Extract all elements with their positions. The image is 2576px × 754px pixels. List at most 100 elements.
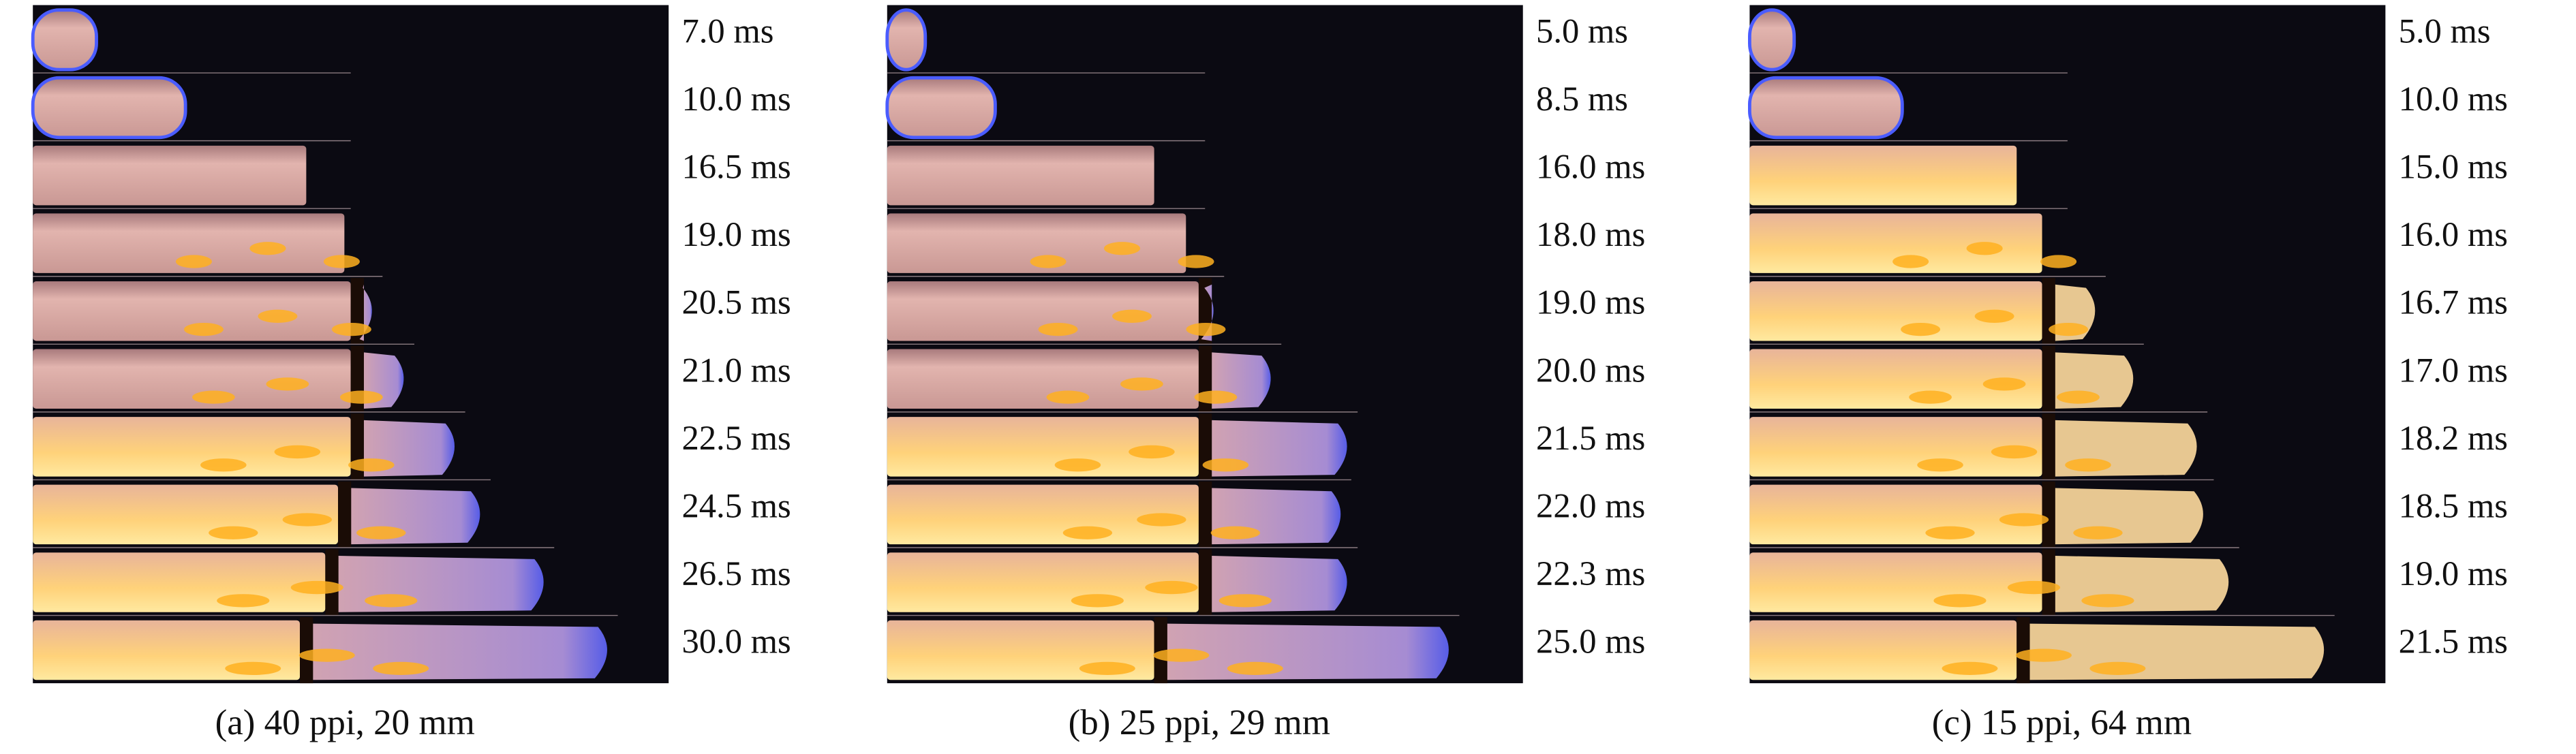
time-label: 5.0 ms <box>1536 12 1628 50</box>
hot-spot <box>373 661 429 676</box>
hot-spot <box>175 255 212 268</box>
tube-flame <box>1749 484 2042 545</box>
tube-flame <box>1749 213 2042 273</box>
hot-spot <box>331 322 371 336</box>
time-label: 16.7 ms <box>2399 283 2508 321</box>
hot-spot <box>1112 309 1152 323</box>
tube-flame <box>1749 552 2042 612</box>
tube-flame <box>31 76 187 140</box>
time-label: 18.2 ms <box>2399 419 2508 457</box>
tube-flame <box>33 552 326 612</box>
gap <box>2042 345 2055 412</box>
outer-flame <box>359 284 372 341</box>
tube-flame <box>887 213 1186 273</box>
hot-spot <box>1129 445 1175 459</box>
hot-spot <box>225 661 281 676</box>
tube-flame <box>33 213 345 273</box>
hot-spot <box>1966 242 2003 255</box>
time-label: 8.5 ms <box>1536 80 1628 118</box>
hot-spot <box>1210 526 1261 539</box>
time-label: 18.0 ms <box>1536 215 1645 253</box>
time-label: 16.0 ms <box>1536 148 1645 186</box>
time-label: 22.5 ms <box>681 419 791 457</box>
hot-spot <box>258 309 298 323</box>
gap <box>1198 413 1212 480</box>
caption: (c) 15 ppi, 64 mm <box>1932 703 2192 742</box>
hot-spot <box>1892 255 1929 268</box>
hot-spot <box>1186 322 1226 336</box>
hot-spot <box>249 242 286 255</box>
gap <box>1154 616 1167 684</box>
tube-flame <box>1749 417 2042 477</box>
hot-spot <box>1999 513 2049 527</box>
gap <box>1198 549 1212 616</box>
time-label: 10.0 ms <box>2399 80 2508 118</box>
outer-flame <box>313 623 607 680</box>
tube-flame <box>33 281 351 341</box>
hot-spot <box>348 458 395 472</box>
hot-spot <box>1145 580 1198 595</box>
time-label: 18.5 ms <box>2399 486 2508 524</box>
time-label: 16.5 ms <box>681 148 791 186</box>
caption: (a) 40 ppi, 20 mm <box>215 703 475 742</box>
time-label: 22.3 ms <box>1536 554 1645 593</box>
hot-spot <box>298 648 355 662</box>
tube-flame <box>887 281 1199 341</box>
hot-spot <box>274 445 321 459</box>
hot-spot <box>290 580 343 595</box>
caption: (b) 25 ppi, 29 mm <box>1069 703 1330 742</box>
tube-flame <box>33 484 339 545</box>
hot-spot <box>1038 322 1078 336</box>
panel: 7.0 ms 10.0 ms 16.5 ms 19.0 ms 20.5 ms 21.0 m… <box>31 5 791 742</box>
hot-spot <box>1227 661 1283 676</box>
hot-spot <box>192 390 235 404</box>
gap <box>2042 481 2055 548</box>
hot-spot <box>2040 255 2077 268</box>
panel: 5.0 ms 10.0 ms 15.0 ms 16.0 ms 16.7 ms 17.0 m… <box>1748 5 2508 742</box>
hot-spot <box>365 594 418 608</box>
outer-flame <box>2029 623 2325 680</box>
hot-spot <box>1062 526 1113 539</box>
tube-flame <box>33 145 307 206</box>
time-label: 21.0 ms <box>681 351 791 389</box>
hot-spot <box>184 322 224 336</box>
hot-spot <box>1974 309 2014 323</box>
tube-flame <box>1749 349 2042 409</box>
time-label: 5.0 ms <box>2399 12 2491 50</box>
tube-flame <box>885 8 927 72</box>
tube-flame <box>33 417 351 477</box>
hot-spot <box>200 458 247 472</box>
time-label: 21.5 ms <box>1536 419 1645 457</box>
outer-flame <box>1167 623 1449 680</box>
hot-spot <box>1982 377 2026 391</box>
time-label: 10.0 ms <box>681 80 791 118</box>
hot-spot <box>1178 255 1214 268</box>
hot-spot <box>1202 458 1249 472</box>
hot-spot <box>1218 594 1272 608</box>
tube-flame <box>887 145 1154 206</box>
gap <box>2017 616 2030 684</box>
time-label: 19.0 ms <box>2399 554 2508 593</box>
tube-flame <box>33 349 351 409</box>
hot-spot <box>1917 458 1963 472</box>
time-label: 26.5 ms <box>681 554 791 593</box>
gap <box>2042 413 2055 480</box>
hot-spot <box>1153 648 1210 662</box>
hot-spot <box>2015 648 2072 662</box>
hot-spot <box>2007 580 2061 595</box>
hot-spot <box>2065 458 2111 472</box>
gap <box>2042 278 2055 345</box>
tube-flame <box>887 552 1199 612</box>
hot-spot <box>1079 661 1135 676</box>
time-label: 19.0 ms <box>1536 283 1645 321</box>
hot-spot <box>2081 594 2134 608</box>
hot-spot <box>1942 661 1998 676</box>
gap <box>338 481 352 548</box>
tube-flame <box>887 484 1199 545</box>
hot-spot <box>1054 458 1101 472</box>
hot-spot <box>340 390 383 404</box>
hot-spot <box>282 513 332 527</box>
hot-spot <box>2057 390 2100 404</box>
time-label: 20.0 ms <box>1536 351 1645 389</box>
